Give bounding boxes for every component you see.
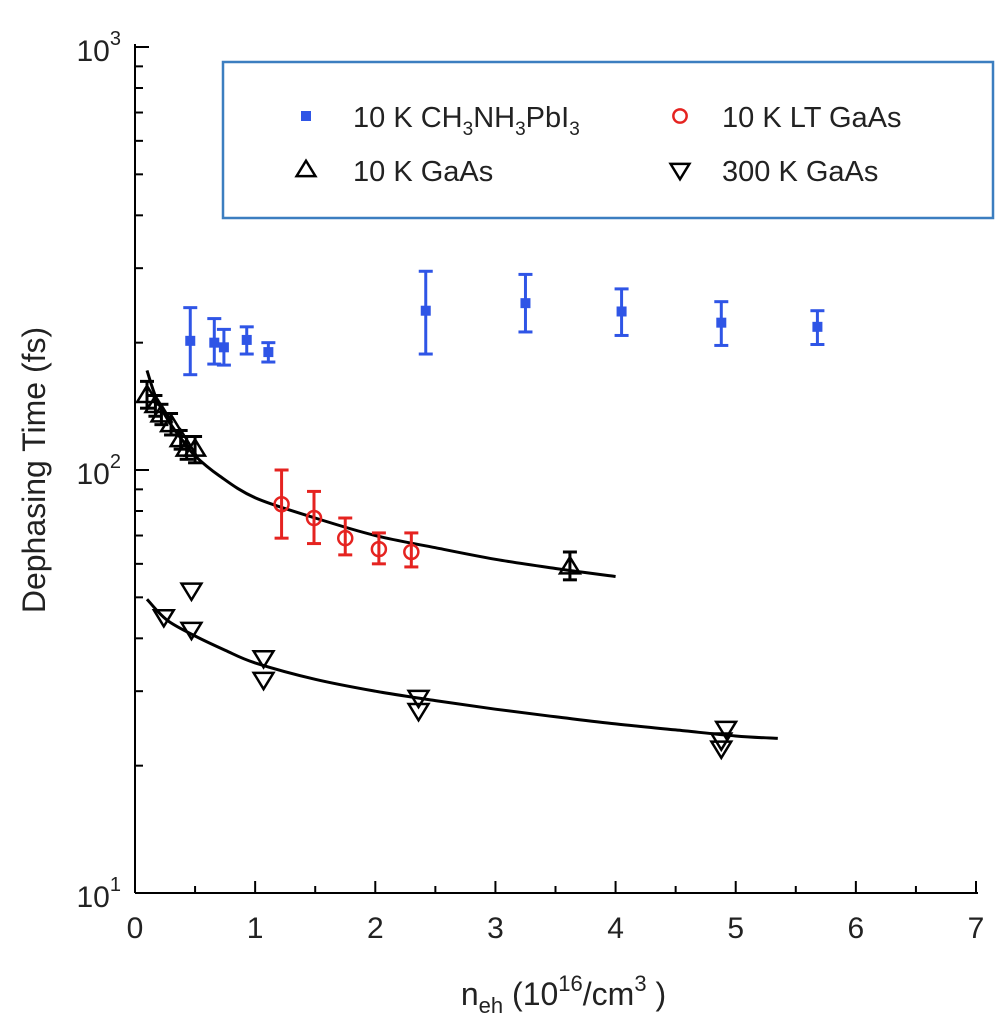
data-point	[185, 335, 196, 346]
data-point	[616, 306, 627, 317]
x-tick-label: 4	[607, 912, 624, 945]
fit-curve-fit_300k	[145, 598, 778, 740]
y-tick-label: 103	[77, 28, 122, 68]
legend-marker-gaas_10k	[294, 158, 318, 178]
legend-label-gaas_300k: 300 K GaAs	[722, 156, 878, 188]
data-point	[251, 671, 276, 692]
x-tick-label: 6	[848, 912, 865, 945]
y-tick-base: 10	[77, 881, 110, 914]
data-point	[151, 608, 176, 629]
series-ch3nh3pbi3_10k	[183, 269, 825, 377]
data-point	[337, 529, 354, 547]
legend-subscript: 3	[569, 119, 580, 140]
y-tick-exponent: 3	[110, 28, 121, 50]
data-point	[305, 509, 323, 527]
x-tick-label: 0	[127, 912, 144, 945]
data-point	[209, 337, 220, 348]
x-tick-label: 7	[968, 912, 985, 945]
y-tick-label: 101	[77, 874, 122, 914]
y-tick-exponent: 1	[110, 874, 121, 896]
data-point	[709, 740, 734, 761]
data-point	[716, 317, 727, 328]
y-axis-title: Dephasing Time (fs)	[16, 327, 52, 613]
data-point	[251, 649, 276, 670]
legend-text: 300 K GaAs	[722, 156, 878, 188]
data-marks	[134, 269, 825, 761]
data-point	[557, 554, 583, 575]
fit-curves	[145, 369, 778, 740]
fit-curve-fit_10k	[145, 369, 616, 578]
series-lt_gaas_10k	[273, 468, 420, 569]
legend-text: 10 K CH	[353, 102, 463, 134]
y-tick-base: 10	[77, 458, 110, 491]
legend-text: PbI	[526, 102, 570, 134]
legend-box	[221, 60, 995, 220]
data-point	[406, 689, 431, 710]
x-title-unit: )	[647, 976, 667, 1012]
y-tick-label: 102	[77, 451, 122, 491]
x-title-superscript: 3	[634, 971, 646, 996]
data-point	[520, 298, 531, 309]
x-title-base: n	[461, 976, 479, 1012]
y-tick-base: 10	[77, 35, 110, 68]
data-point	[370, 540, 388, 558]
x-title-superscript: 16	[558, 971, 582, 996]
legend-text: NH	[473, 102, 515, 134]
legend-marker-gaas_300k	[668, 162, 692, 182]
data-point	[420, 305, 431, 316]
data-point	[134, 383, 160, 404]
data-point	[812, 321, 823, 332]
data-point	[158, 412, 184, 433]
x-axis-title: neh (1016/cm3 )	[461, 971, 666, 1018]
series-gaas_10k	[134, 379, 583, 582]
data-point	[263, 347, 274, 358]
data-point	[713, 720, 739, 741]
data-point	[179, 582, 204, 603]
x-tick-label: 3	[487, 912, 504, 945]
x-title-unit: /cm	[583, 976, 635, 1012]
y-tick-exponent: 2	[110, 451, 121, 473]
data-point	[179, 621, 204, 642]
x-tick-label: 2	[367, 912, 384, 945]
data-point	[406, 702, 431, 723]
legend-subscript: 3	[463, 119, 474, 140]
legend-marker-lt_gaas_10k	[672, 108, 688, 124]
series-gaas_300k	[151, 582, 739, 761]
data-point	[218, 342, 229, 353]
data-point	[182, 437, 208, 457]
legend-label-gaas_10k: 10 K GaAs	[353, 156, 493, 188]
legend-label-lt_gaas_10k: 10 K LT GaAs	[722, 102, 901, 134]
x-title-subscript: eh	[479, 993, 503, 1018]
legend-text: 10 K GaAs	[353, 156, 493, 188]
data-point	[403, 543, 420, 561]
legend-subscript: 3	[515, 119, 526, 140]
legend-label-ch3nh3pbi3_10k: 10 K CH3NH3PbI3	[353, 102, 580, 140]
data-point	[241, 334, 252, 345]
legend-text: 10 K LT GaAs	[722, 102, 901, 134]
x-tick-label: 5	[727, 912, 744, 945]
x-tick-label: 1	[247, 912, 264, 945]
legend-marker-ch3nh3pbi3_10k	[301, 111, 311, 121]
x-title-unit: (10	[503, 976, 558, 1012]
data-point	[273, 495, 290, 513]
